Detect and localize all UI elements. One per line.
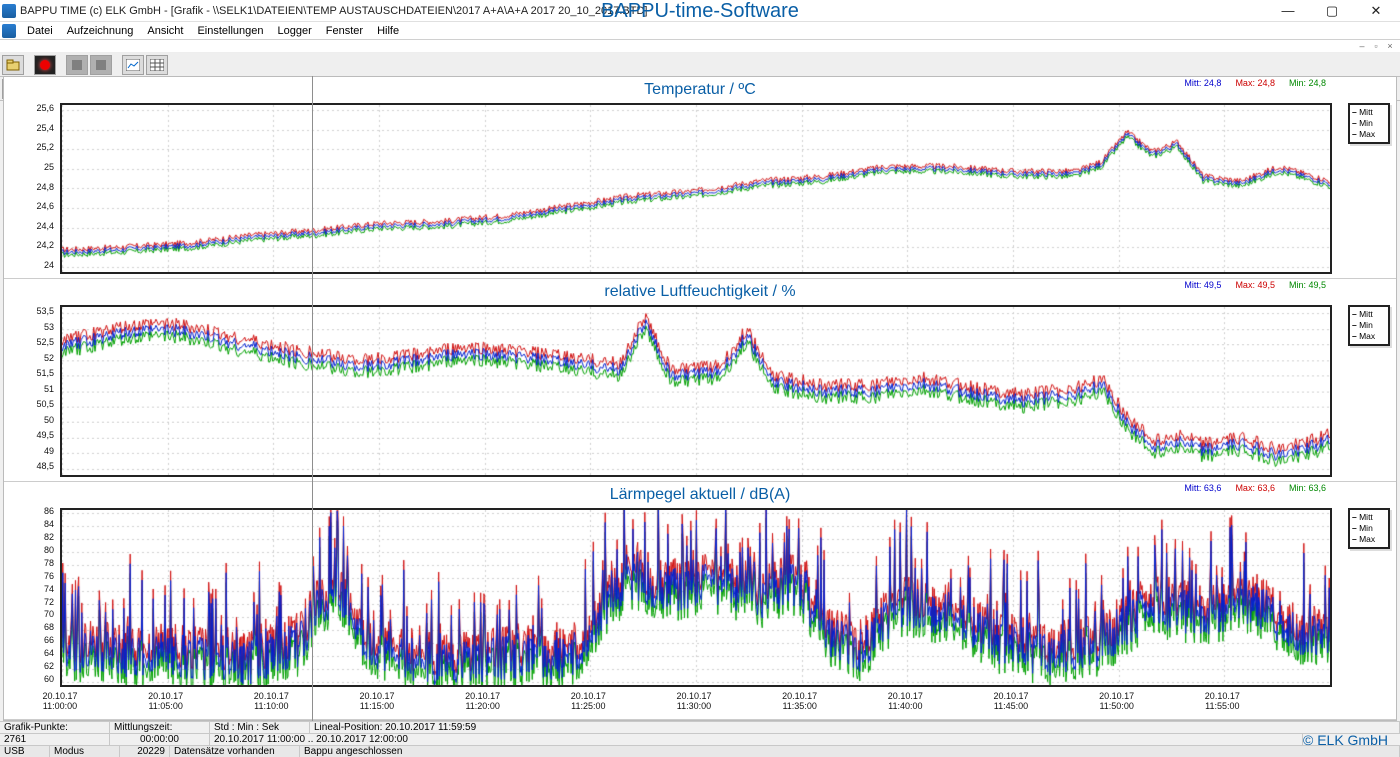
status-modus: Modus	[50, 746, 120, 757]
status-grafik-punkte-value: 2761	[0, 734, 110, 745]
plot-area[interactable]	[60, 103, 1332, 274]
legend-mitt: Mitt	[1352, 309, 1386, 320]
legend-max: Max	[1352, 534, 1386, 545]
x-tick: 20.10.1711:05:00	[148, 691, 183, 711]
stop2-icon[interactable]	[90, 55, 112, 75]
status-device: Bappu angeschlossen	[300, 746, 1400, 757]
menu-ansicht[interactable]: Ansicht	[140, 24, 190, 38]
chart-stats: Mitt: 63,6 Max: 63,6 Min: 63,6	[1184, 483, 1326, 493]
x-tick: 20.10.1711:45:00	[993, 691, 1028, 711]
menubar: Datei Aufzeichnung Ansicht Einstellungen…	[0, 22, 1400, 40]
y-axis-labels: 6062646668707274767880828486	[16, 508, 56, 687]
status-lineal-position: Lineal-Position: 20.10.2017 11:59:59	[310, 722, 1400, 733]
close-button[interactable]: ✕	[1354, 0, 1398, 22]
chart-panel-1: Mitt: 49,5 Max: 49,5 Min: 49,5 relative …	[4, 279, 1396, 481]
status-connection: USB	[0, 746, 50, 757]
window-title: BAPPU TIME (c) ELK GmbH - [Grafik - \\SE…	[20, 5, 1266, 17]
chart-legend: Mitt Min Max	[1348, 305, 1390, 346]
mdi-child-controls: – ▫ ×	[0, 40, 1400, 53]
plot-area[interactable]	[60, 305, 1332, 476]
chart-legend: Mitt Min Max	[1348, 508, 1390, 549]
record-icon[interactable]	[34, 55, 56, 75]
y-axis-labels: 48,54949,55050,55151,55252,55353,5	[16, 305, 56, 476]
view-table-icon[interactable]	[146, 55, 168, 75]
menu-aufzeichnung[interactable]: Aufzeichnung	[60, 24, 141, 38]
mdi-restore-button[interactable]: ▫	[1370, 41, 1382, 51]
menu-datei[interactable]: Datei	[20, 24, 60, 38]
minimize-button[interactable]: —	[1266, 0, 1310, 22]
mdi-close-button[interactable]: ×	[1384, 41, 1396, 51]
stat-max: Max: 24,8	[1235, 78, 1275, 88]
chart-stats: Mitt: 49,5 Max: 49,5 Min: 49,5	[1184, 280, 1326, 290]
x-tick: 20.10.1711:30:00	[676, 691, 711, 711]
x-tick: 20.10.1711:40:00	[888, 691, 923, 711]
stat-mitt: Mitt: 63,6	[1184, 483, 1221, 493]
legend-max: Max	[1352, 331, 1386, 342]
legend-max: Max	[1352, 129, 1386, 140]
legend-mitt: Mitt	[1352, 107, 1386, 118]
chart-panel-0: Mitt: 24,8 Max: 24,8 Min: 24,8 Temperatu…	[4, 77, 1396, 279]
chart-body: 48,54949,55050,55151,55252,55353,5 Mitt …	[60, 305, 1332, 476]
stat-min: Min: 63,6	[1289, 483, 1326, 493]
charts-container: Mitt: 24,8 Max: 24,8 Min: 24,8 Temperatu…	[3, 76, 1397, 721]
copyright-label: © ELK GmbH	[1303, 734, 1400, 746]
chart-panel-2: Mitt: 63,6 Max: 63,6 Min: 63,6 Lärmpegel…	[4, 482, 1396, 720]
y-axis-labels: 2424,224,424,624,82525,225,425,6	[16, 103, 56, 274]
app-icon	[2, 4, 16, 18]
status-format-label: Std : Min : Sek	[210, 722, 310, 733]
status-records-label: Datensätze vorhanden	[170, 746, 300, 757]
main-toolbar	[0, 53, 1400, 77]
chart-legend: Mitt Min Max	[1348, 103, 1390, 144]
stat-max: Max: 49,5	[1235, 280, 1275, 290]
stat-min: Min: 24,8	[1289, 78, 1326, 88]
window-titlebar: BAPPU TIME (c) ELK GmbH - [Grafik - \\SE…	[0, 0, 1400, 22]
stat-mitt: Mitt: 49,5	[1184, 280, 1221, 290]
x-tick: 20.10.1711:10:00	[254, 691, 289, 711]
x-tick: 20.10.1711:20:00	[465, 691, 500, 711]
status-record-count: 20229	[120, 746, 170, 757]
menu-fenster[interactable]: Fenster	[319, 24, 370, 38]
plot-area[interactable]	[60, 508, 1332, 687]
status-grafik-punkte-label: Grafik-Punkte:	[0, 722, 110, 733]
doc-icon	[2, 24, 16, 38]
legend-min: Min	[1352, 118, 1386, 129]
legend-mitt: Mitt	[1352, 512, 1386, 523]
open-file-icon[interactable]	[2, 55, 24, 75]
stop1-icon[interactable]	[66, 55, 88, 75]
mdi-minimize-button[interactable]: –	[1356, 41, 1368, 51]
view-chart-icon[interactable]	[122, 55, 144, 75]
legend-min: Min	[1352, 320, 1386, 331]
x-tick: 20.10.1711:35:00	[782, 691, 817, 711]
menu-logger[interactable]: Logger	[271, 24, 319, 38]
menu-einstellungen[interactable]: Einstellungen	[190, 24, 270, 38]
stat-mitt: Mitt: 24,8	[1184, 78, 1221, 88]
x-axis: 20.10.1711:00:0020.10.1711:05:0020.10.17…	[60, 691, 1332, 719]
status-timerange: 20.10.2017 11:00:00 .. 20.10.2017 12:00:…	[210, 734, 1303, 745]
x-tick: 20.10.1711:15:00	[359, 691, 394, 711]
status-bar: Grafik-Punkte: Mittlungszeit: Std : Min …	[0, 721, 1400, 757]
stat-min: Min: 49,5	[1289, 280, 1326, 290]
x-tick: 20.10.1711:25:00	[571, 691, 606, 711]
legend-min: Min	[1352, 523, 1386, 534]
maximize-button[interactable]: ▢	[1310, 0, 1354, 22]
chart-stats: Mitt: 24,8 Max: 24,8 Min: 24,8	[1184, 78, 1326, 88]
status-mittlungszeit-label: Mittlungszeit:	[110, 722, 210, 733]
x-tick: 20.10.1711:55:00	[1205, 691, 1240, 711]
chart-body: 6062646668707274767880828486 Mitt Min Ma…	[60, 508, 1332, 687]
x-tick: 20.10.1711:00:00	[42, 691, 77, 711]
menu-hilfe[interactable]: Hilfe	[370, 24, 406, 38]
chart-body: 2424,224,424,624,82525,225,425,6 Mitt Mi…	[60, 103, 1332, 274]
x-tick: 20.10.1711:50:00	[1099, 691, 1134, 711]
stat-max: Max: 63,6	[1235, 483, 1275, 493]
status-mittlungszeit-value: 00:00:00	[110, 734, 210, 745]
